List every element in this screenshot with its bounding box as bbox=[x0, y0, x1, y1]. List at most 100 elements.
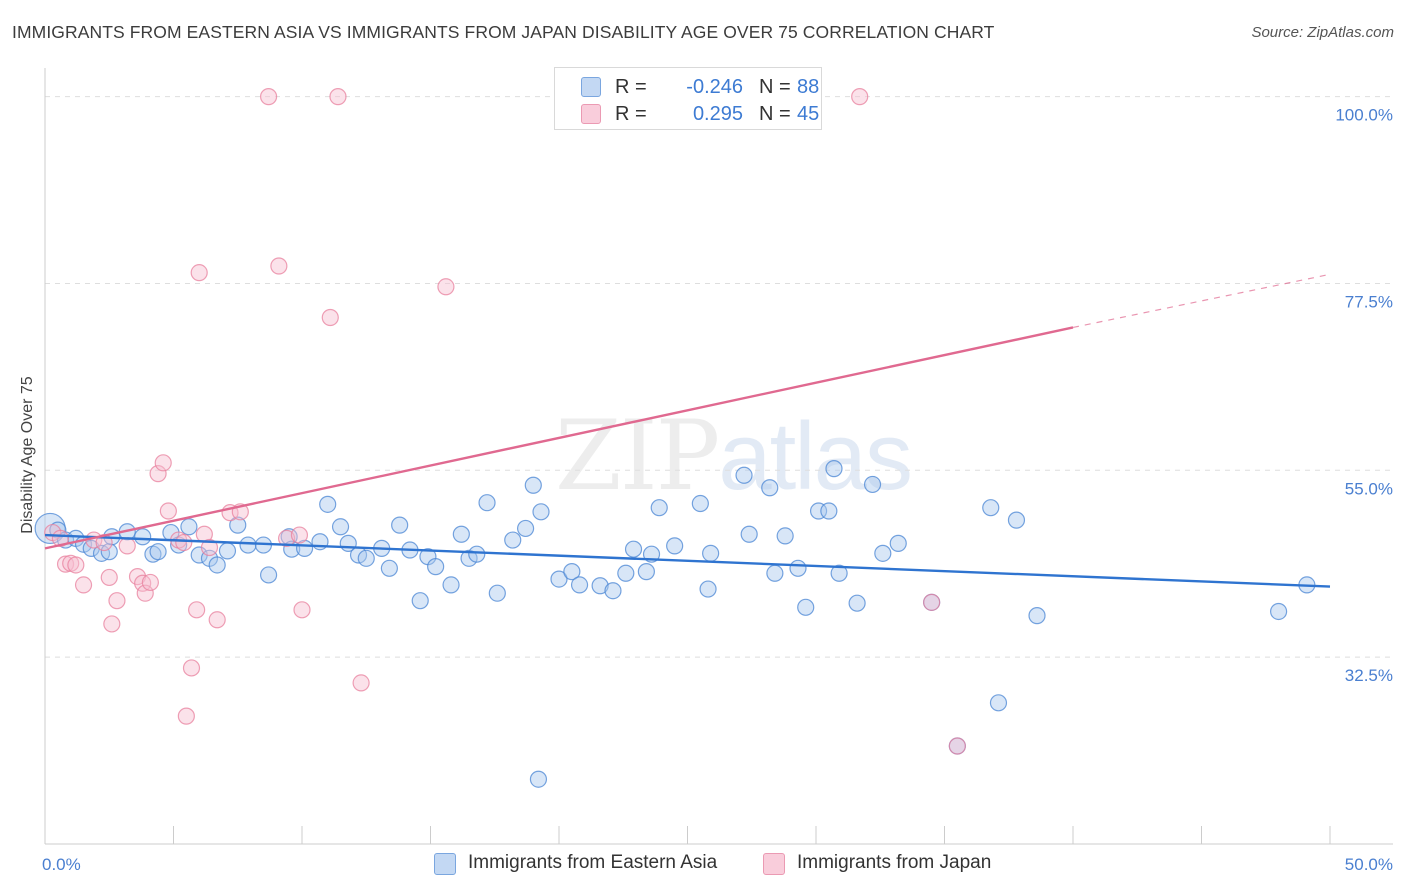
legend-n-value: 45 bbox=[797, 103, 820, 125]
data-point-eastern-asia bbox=[617, 564, 635, 582]
legend-swatch-blue bbox=[581, 77, 601, 97]
data-point-eastern-asia bbox=[789, 559, 807, 577]
y-tick-label: 100.0% bbox=[1335, 106, 1393, 125]
legend-n-value: 88 bbox=[797, 76, 820, 98]
data-point-eastern-asia bbox=[208, 556, 226, 574]
data-point-eastern-asia bbox=[468, 545, 486, 563]
data-point-eastern-asia bbox=[604, 582, 622, 600]
data-point-eastern-asia bbox=[637, 563, 655, 581]
data-point-eastern-asia bbox=[134, 528, 152, 546]
data-point-eastern-asia bbox=[889, 534, 907, 552]
data-point-japan bbox=[259, 88, 278, 106]
data-point-eastern-asia bbox=[180, 518, 198, 536]
data-point-eastern-asia bbox=[699, 580, 717, 598]
data-point-eastern-asia bbox=[442, 576, 460, 594]
bottom-legend-swatch-blue bbox=[434, 853, 456, 875]
data-point-eastern-asia bbox=[691, 494, 709, 513]
legend-r-label: R = bbox=[615, 103, 647, 125]
data-point-eastern-asia bbox=[848, 594, 866, 612]
data-point-eastern-asia bbox=[570, 576, 589, 594]
y-tick-label: 32.5% bbox=[1345, 666, 1393, 685]
data-point-eastern-asia bbox=[504, 531, 522, 549]
data-point-japan bbox=[293, 601, 311, 619]
data-point-eastern-asia bbox=[259, 566, 278, 584]
data-point-eastern-asia bbox=[624, 540, 643, 558]
trendline-japan-extension bbox=[1072, 273, 1331, 329]
data-point-eastern-asia bbox=[319, 495, 337, 513]
data-point-eastern-asia bbox=[563, 563, 581, 581]
data-point-japan bbox=[437, 278, 455, 296]
data-point-eastern-asia bbox=[550, 570, 568, 588]
data-point-eastern-asia bbox=[524, 476, 542, 494]
data-point-eastern-asia bbox=[650, 499, 668, 517]
data-point-eastern-asia bbox=[820, 502, 838, 520]
data-point-japan bbox=[270, 257, 288, 275]
data-point-eastern-asia bbox=[516, 519, 535, 538]
data-point-eastern-asia bbox=[1028, 607, 1046, 625]
data-point-eastern-asia bbox=[797, 598, 815, 616]
data-point-eastern-asia bbox=[1269, 602, 1288, 621]
legend-r-value: -0.246 bbox=[686, 76, 743, 98]
data-point-japan bbox=[175, 533, 193, 552]
data-point-japan bbox=[190, 264, 208, 282]
chart-source: Source: ZipAtlas.com bbox=[1251, 24, 1394, 41]
data-point-eastern-asia bbox=[529, 770, 548, 788]
data-point-eastern-asia bbox=[218, 542, 237, 560]
data-point-eastern-asia bbox=[100, 543, 118, 561]
chart-title: IMMIGRANTS FROM EASTERN ASIA VS IMMIGRAN… bbox=[12, 22, 995, 42]
data-point-japan bbox=[108, 592, 126, 610]
data-point-japan bbox=[188, 601, 206, 619]
bottom-legend-label: Immigrants from Eastern Asia bbox=[468, 852, 718, 873]
data-point-japan bbox=[67, 556, 85, 574]
data-point-eastern-asia bbox=[830, 564, 848, 582]
data-point-japan bbox=[321, 308, 339, 327]
data-point-eastern-asia bbox=[229, 516, 247, 534]
data-point-japan bbox=[136, 584, 154, 602]
data-point-eastern-asia bbox=[411, 592, 429, 610]
legend-n-label: N = bbox=[759, 103, 791, 125]
legend-swatch-pink bbox=[581, 104, 601, 124]
data-point-eastern-asia bbox=[357, 549, 375, 567]
data-point-eastern-asia bbox=[761, 479, 779, 497]
bottom-legend-swatch-pink bbox=[763, 853, 785, 875]
x-tick-label: 50.0% bbox=[1345, 855, 1393, 874]
data-point-japan bbox=[74, 576, 93, 594]
data-point-eastern-asia bbox=[982, 499, 1000, 517]
data-point-eastern-asia bbox=[735, 466, 753, 484]
legend-r-value: 0.295 bbox=[692, 103, 743, 125]
data-point-eastern-asia bbox=[452, 525, 470, 543]
data-point-japan bbox=[182, 659, 201, 677]
watermark-atlas: atlas bbox=[718, 403, 913, 510]
legend-n-label: N = bbox=[759, 76, 791, 98]
data-point-eastern-asia bbox=[874, 544, 892, 562]
trendline-eastern-asia bbox=[44, 533, 1331, 588]
data-point-eastern-asia bbox=[825, 460, 843, 478]
y-tick-label: 55.0% bbox=[1345, 479, 1393, 498]
data-point-japan bbox=[329, 88, 347, 106]
data-point-eastern-asia bbox=[460, 549, 478, 567]
data-point-japan bbox=[290, 526, 309, 544]
data-point-japan bbox=[277, 529, 296, 548]
data-point-japan bbox=[851, 88, 869, 106]
data-point-eastern-asia bbox=[1007, 511, 1026, 529]
data-point-japan bbox=[103, 615, 121, 633]
bottom-legend-label: Immigrants from Japan bbox=[797, 852, 992, 873]
stats-legend: R = -0.246 N = 88 R = 0.295 N = 45 bbox=[554, 67, 822, 130]
data-point-eastern-asia bbox=[863, 475, 882, 494]
watermark: ZIPatlas bbox=[555, 400, 913, 512]
data-point-eastern-asia bbox=[532, 503, 550, 521]
data-point-eastern-asia bbox=[989, 694, 1008, 712]
data-point-japan bbox=[149, 465, 167, 483]
data-point-japan bbox=[208, 611, 226, 629]
watermark-zip: ZIP bbox=[555, 400, 720, 512]
data-point-eastern-asia bbox=[591, 577, 609, 595]
data-point-eastern-asia bbox=[776, 527, 794, 545]
data-point-japan bbox=[141, 573, 159, 592]
data-point-japan bbox=[177, 707, 195, 725]
data-point-eastern-asia bbox=[149, 543, 167, 561]
trendline-japan bbox=[44, 326, 1074, 550]
data-point-eastern-asia bbox=[239, 536, 257, 554]
data-point-japan bbox=[159, 502, 177, 520]
data-point-eastern-asia bbox=[666, 537, 684, 555]
